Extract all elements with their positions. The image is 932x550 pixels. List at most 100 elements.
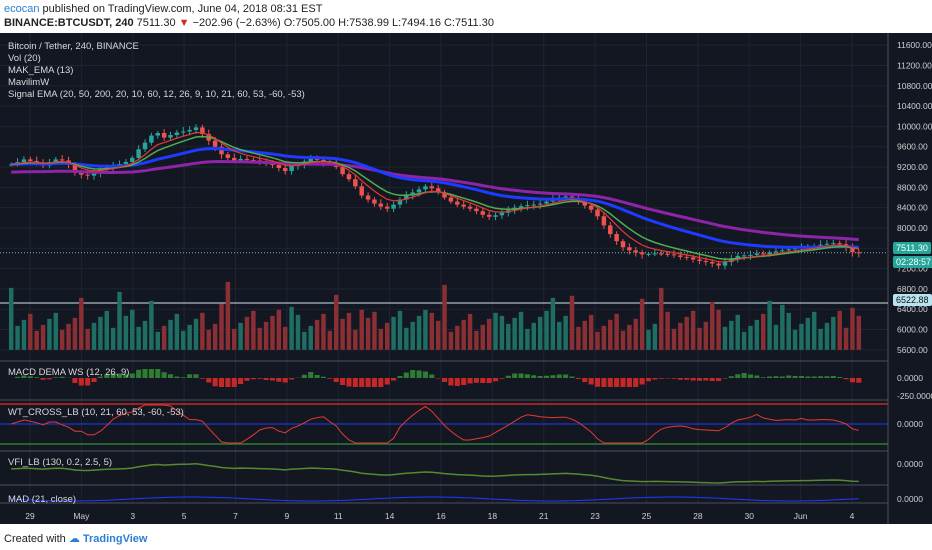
- macd-histogram-bar: [537, 376, 543, 378]
- macd-histogram-bar: [53, 377, 59, 378]
- price-tick: 9600.00: [897, 142, 928, 152]
- x-tick: 5: [182, 511, 187, 521]
- last-price-badge: 7511.30: [893, 242, 931, 254]
- macd-histogram-bar: [40, 378, 46, 380]
- volume-bar: [372, 311, 377, 350]
- volume-bar: [15, 325, 20, 350]
- volume-bar: [448, 331, 454, 350]
- candle-body: [359, 186, 364, 196]
- tradingview-brand[interactable]: TradingView: [82, 533, 148, 545]
- price-tick: 8800.00: [897, 182, 928, 192]
- volume-bar: [206, 329, 211, 350]
- macd-histogram-bar: [238, 378, 244, 384]
- chart-area[interactable]: 11600.00 11200.00 10800.00 10400.00 10000.00…: [0, 33, 932, 524]
- candle-body: [684, 256, 689, 258]
- countdown-badge: 02:28:57: [893, 256, 932, 268]
- chart-canvas[interactable]: 11600.00 11200.00 10800.00 10400.00 10000.00…: [0, 33, 932, 524]
- volume-bar: [302, 331, 307, 350]
- macd-histogram-bar: [454, 378, 460, 386]
- macd-histogram-bar: [308, 372, 314, 378]
- ohlc-values: O:7505.00 H:7538.99 L:7494.16 C:7511.30: [283, 17, 494, 29]
- macd-histogram-bar: [837, 377, 843, 378]
- volume-bar: [627, 324, 632, 350]
- macd-histogram-bar: [747, 374, 754, 378]
- macd-histogram-bar: [626, 378, 632, 387]
- volume-bar: [91, 322, 97, 350]
- volume-bar: [416, 315, 422, 350]
- volume-bar: [365, 317, 371, 350]
- x-tick: 7: [233, 511, 238, 521]
- macd-histogram-bar: [505, 375, 511, 378]
- x-tick: May: [73, 511, 90, 521]
- candle-body: [353, 179, 358, 187]
- macd-histogram-bar: [550, 375, 556, 378]
- price-tick: 10000.00: [897, 121, 932, 131]
- macd-histogram-bar: [391, 378, 397, 381]
- macd-histogram-bar: [269, 378, 276, 381]
- footer: Created with ☁ TradingView: [0, 524, 932, 550]
- volume-bar: [40, 324, 46, 350]
- volume-bar: [455, 325, 460, 350]
- macd-histogram-bar: [588, 378, 594, 385]
- candle-body: [416, 189, 422, 193]
- volume-bar: [850, 307, 855, 350]
- macd-histogram-bar: [85, 378, 91, 386]
- macd-histogram-bar: [448, 378, 454, 386]
- macd-histogram-bar: [518, 373, 524, 378]
- volume-bar: [244, 316, 250, 350]
- published-text: published on TradingView.com, June 04, 2…: [42, 3, 323, 15]
- volume-bar: [181, 330, 186, 350]
- candle-body: [518, 206, 524, 208]
- legend-mak-ema: MAK_EMA (13): [8, 65, 74, 76]
- macd-histogram-bar: [59, 376, 65, 378]
- ema-red-line: [11, 131, 859, 263]
- volume-bar: [28, 313, 33, 350]
- volume-bar: [257, 327, 262, 350]
- macd-histogram-bar: [397, 376, 403, 378]
- macd-histogram-bar: [671, 378, 677, 379]
- candle-body: [238, 158, 243, 161]
- macd-histogram-bar: [327, 378, 333, 379]
- macd-histogram-bar: [843, 378, 849, 380]
- candle-body: [461, 204, 466, 207]
- candle-body: [544, 201, 549, 204]
- candle-body: [652, 253, 658, 255]
- volume-bar: [270, 315, 275, 350]
- candle-body: [474, 208, 479, 212]
- macd-histogram-bar: [709, 378, 715, 381]
- price-tick: 6800.00: [897, 284, 928, 294]
- author-link[interactable]: ecocan: [4, 3, 40, 15]
- last-price: 7511.30: [136, 17, 176, 29]
- x-tick: 21: [539, 511, 549, 521]
- macd-histogram-bar: [473, 378, 479, 383]
- macd-histogram-bar: [416, 370, 422, 378]
- volume-bar: [678, 322, 683, 350]
- candle-body: [850, 247, 855, 253]
- ohlc-line: BINANCE:BTCUSDT, 240 7511.30 ▼ −202.96 (…: [4, 17, 494, 29]
- candle-body: [53, 159, 59, 162]
- candle-body: [493, 215, 498, 217]
- macd-histogram-bar: [161, 372, 167, 378]
- vfi-tick: 0.0000: [897, 459, 923, 469]
- volume-bar: [461, 319, 466, 350]
- down-arrow-icon: ▼: [178, 17, 190, 29]
- macd-histogram-bar: [231, 378, 237, 387]
- candle-body: [627, 247, 632, 251]
- price-tick: 5600.00: [897, 345, 928, 355]
- macd-histogram-bar: [136, 369, 142, 378]
- mad-line: [11, 496, 859, 502]
- volume-bar: [493, 312, 498, 350]
- candle-body: [595, 209, 600, 217]
- macd-histogram-bar: [218, 378, 225, 387]
- legend-title: Bitcoin / Tether, 240, BINANCE: [8, 41, 139, 52]
- candle-body: [391, 204, 396, 209]
- volume-bar: [537, 316, 543, 350]
- volume-bar: [289, 306, 294, 350]
- volume-bar: [601, 325, 607, 350]
- level-badge: 6522.88: [893, 294, 932, 306]
- macd-histogram-bar: [129, 373, 135, 378]
- created-with-label: Created with: [4, 533, 66, 545]
- candle-body: [283, 168, 288, 172]
- candle-body: [212, 140, 218, 147]
- macd-histogram-bar: [645, 378, 652, 382]
